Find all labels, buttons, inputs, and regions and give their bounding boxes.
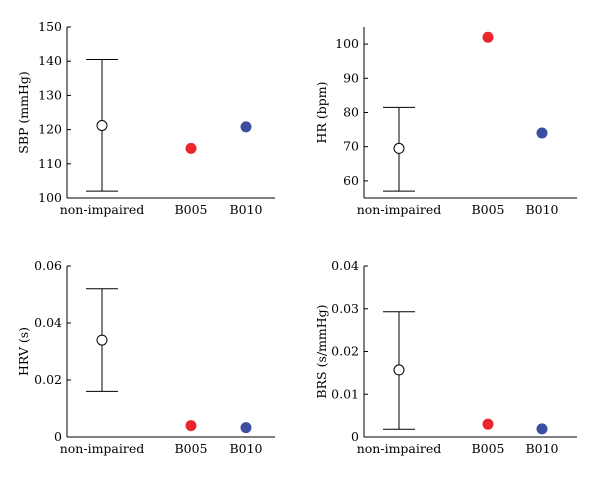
x-category-label: B010 xyxy=(525,202,558,217)
y-tick-label: 100 xyxy=(38,190,62,205)
data-point-B010 xyxy=(240,422,252,434)
y-tick-label: 70 xyxy=(343,139,359,154)
y-tick-label: 130 xyxy=(38,87,62,102)
y-tick-label: 0.06 xyxy=(34,258,62,273)
x-category-label: non-impaired xyxy=(357,202,442,217)
x-category-label: B010 xyxy=(525,441,558,456)
y-tick-label: 0 xyxy=(351,429,359,444)
y-tick-label: 0.02 xyxy=(331,344,359,359)
y-axis-label: BRS (s/mmHg) xyxy=(314,304,329,398)
x-category-label: B005 xyxy=(471,441,504,456)
x-category-label: non-impaired xyxy=(60,441,145,456)
chart-panel-4: 0 0.01 0.02 0.03 0.04 BRS (s/mmHg) non-impaire… xyxy=(314,258,577,456)
x-category-label: B005 xyxy=(174,441,207,456)
data-point-non-impaired xyxy=(96,334,108,346)
y-tick-label: 140 xyxy=(38,53,62,68)
y-tick-label: 0.01 xyxy=(331,386,359,401)
y-tick-label: 0.04 xyxy=(34,315,62,330)
chart-panel-1: 100 110 120 130 140 150 SBP (mmHg) non-impaired… xyxy=(16,19,275,217)
data-point-B010 xyxy=(536,423,548,435)
chart-panel-3: 0 0.02 0.04 0.06 HRV (s) non-impaired B005 B010 xyxy=(16,258,275,456)
x-category-label: B005 xyxy=(174,202,207,217)
y-tick-label: 100 xyxy=(335,36,359,51)
chart-panel-2: 60 70 80 90 100 HR (bpm) non-impaired B005 B010 xyxy=(314,27,577,217)
x-category-label: B010 xyxy=(229,202,262,217)
y-axis-label: HR (bpm) xyxy=(314,82,329,144)
y-tick-label: 0.03 xyxy=(331,301,359,316)
y-tick-label: 60 xyxy=(343,173,359,188)
y-axis-label: SBP (mmHg) xyxy=(16,71,31,154)
data-point-B005 xyxy=(482,418,494,430)
y-tick-label: 150 xyxy=(38,19,62,34)
x-category-label: non-impaired xyxy=(60,202,145,217)
data-point-B005 xyxy=(185,142,197,154)
data-point-B005 xyxy=(482,31,494,43)
data-point-B010 xyxy=(536,127,548,139)
data-point-B005 xyxy=(185,420,197,432)
y-tick-label: 90 xyxy=(343,70,359,85)
x-category-label: B005 xyxy=(471,202,504,217)
y-tick-label: 0.04 xyxy=(331,258,359,273)
y-tick-label: 0.02 xyxy=(34,372,62,387)
y-tick-label: 0 xyxy=(54,429,62,444)
data-point-B010 xyxy=(240,121,252,133)
data-point-non-impaired xyxy=(393,364,405,376)
y-axis-label: HRV (s) xyxy=(16,327,31,376)
y-tick-label: 120 xyxy=(38,122,62,137)
x-category-label: non-impaired xyxy=(357,441,442,456)
data-point-non-impaired xyxy=(96,119,108,131)
x-category-label: B010 xyxy=(229,441,262,456)
data-point-non-impaired xyxy=(393,142,405,154)
y-tick-label: 80 xyxy=(343,105,359,120)
y-tick-label: 110 xyxy=(38,156,62,171)
